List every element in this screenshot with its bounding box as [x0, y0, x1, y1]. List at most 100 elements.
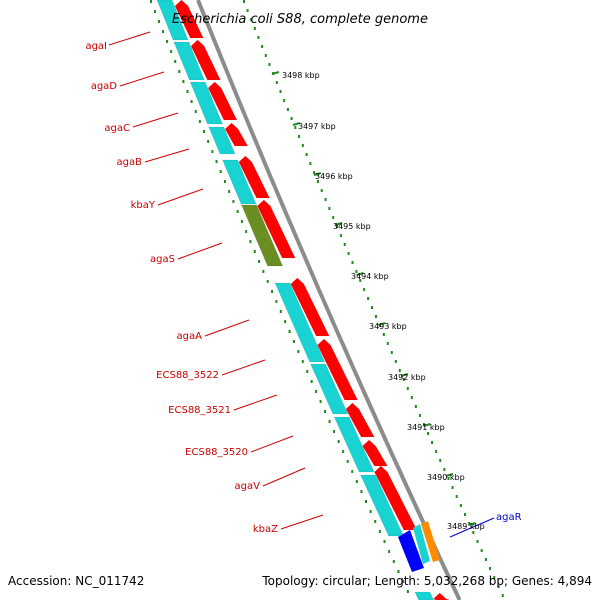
scale-dot: [298, 135, 301, 138]
scale-dot: [443, 468, 446, 471]
leader-line: [204, 319, 250, 337]
forward-strand-genes: [174, 0, 450, 600]
scale-dot: [489, 567, 492, 570]
leader-line: [250, 435, 294, 453]
reverse-gene: [173, 41, 205, 81]
scale-dot: [480, 549, 483, 552]
tick-dot: [223, 180, 226, 183]
tick-dot: [207, 140, 210, 143]
forward-gene: [432, 592, 450, 600]
leader-line: [132, 112, 179, 128]
scale-dot: [275, 81, 278, 84]
scale-dot: [313, 171, 316, 174]
kbp-label: 3489 kbp: [447, 522, 485, 531]
olive-gene: [241, 204, 284, 267]
major-tick: [334, 222, 343, 226]
tick-dot: [328, 420, 331, 423]
kbp-label: 3492 kbp: [388, 373, 426, 382]
gene-label-kbaZ: kbaZ: [253, 524, 278, 535]
tick-dot: [245, 230, 248, 233]
scale-dot: [402, 378, 405, 381]
scale-dot: [426, 432, 429, 435]
cyan-gene: [413, 524, 430, 564]
scale-dot: [367, 297, 370, 300]
scale-dot: [328, 207, 331, 210]
tick-dot: [150, 0, 152, 3]
scale-dot: [286, 108, 289, 111]
scale-dot: [431, 441, 434, 444]
scale-dot: [418, 414, 421, 417]
scale-dot: [294, 126, 297, 129]
tick-dot: [182, 80, 185, 83]
genome-backbone: [196, 0, 462, 600]
tick-dot: [310, 380, 313, 383]
tick-dot: [365, 500, 367, 503]
major-tick: [271, 71, 280, 75]
scale-dot: [476, 540, 479, 543]
scale-dot: [447, 477, 450, 480]
scale-dot: [261, 45, 264, 48]
scale-dot: [343, 243, 346, 246]
tick-dot: [279, 310, 282, 313]
scale-dot: [484, 558, 487, 561]
tick-dot: [301, 360, 304, 363]
tick-dot: [215, 160, 218, 163]
tick-dot: [378, 530, 381, 533]
forward-gene: [317, 338, 359, 401]
gene-label-ECS88_3520: ECS88_3520: [185, 447, 248, 458]
scale-dot: [243, 0, 245, 3]
agaR-region-genes: [398, 521, 440, 572]
tick-dot: [198, 120, 201, 123]
leader-line: [144, 148, 190, 163]
outer-scale-ring: [243, 0, 504, 597]
reverse-gene: [274, 282, 326, 363]
tick-dot: [190, 100, 193, 103]
scale-dot: [468, 522, 471, 525]
tick-dot: [174, 60, 177, 63]
scale-dot: [332, 216, 335, 219]
scale-dot: [351, 261, 354, 264]
leader-line: [221, 359, 266, 376]
scale-dot: [347, 252, 350, 255]
tick-dot: [186, 90, 189, 93]
tick-dot: [232, 200, 235, 203]
tick-dot: [253, 250, 256, 253]
scale-dot: [279, 90, 282, 93]
tick-dot: [306, 370, 309, 373]
reverse-gene: [414, 591, 434, 600]
scale-dot: [320, 189, 323, 192]
scale-dot: [390, 351, 393, 354]
major-tick: [423, 423, 431, 427]
major-tick: [313, 172, 322, 176]
tick-dot: [211, 150, 214, 153]
scale-dot: [422, 423, 425, 426]
kbp-label: 3498 kbp: [282, 71, 320, 80]
major-tick: [356, 272, 364, 276]
reverse-gene: [222, 159, 257, 205]
tick-dot: [360, 490, 363, 493]
tick-dot: [219, 170, 222, 173]
tick-dot: [288, 330, 291, 333]
forward-gene: [174, 0, 204, 39]
reverse-strand-genes: [156, 0, 434, 600]
gene-label-ECS88_3521: ECS88_3521: [168, 405, 231, 416]
tick-dot: [297, 350, 300, 353]
scale-dot: [398, 369, 401, 372]
scale-dot: [472, 531, 475, 534]
scale-dot: [316, 180, 319, 183]
scale-dot: [257, 36, 260, 39]
scale-dot: [382, 333, 385, 336]
tick-dot: [166, 40, 169, 43]
tick-dot: [178, 70, 181, 73]
backbone-line: [196, 0, 462, 600]
gene-label-kbaY: kbaY: [131, 200, 156, 211]
gene-label-agaD: agaD: [91, 81, 118, 92]
tick-dot: [369, 510, 372, 513]
forward-gene: [374, 465, 418, 531]
scale-dot: [264, 54, 267, 57]
accession-text: Accession: NC_011742: [8, 574, 145, 588]
tick-dot: [249, 240, 252, 243]
tick-dot: [346, 460, 349, 463]
tick-dot: [194, 110, 197, 113]
gene-labels: agaI agaD agaC agaB kbaY agaS agaA ECS88…: [85, 41, 521, 535]
